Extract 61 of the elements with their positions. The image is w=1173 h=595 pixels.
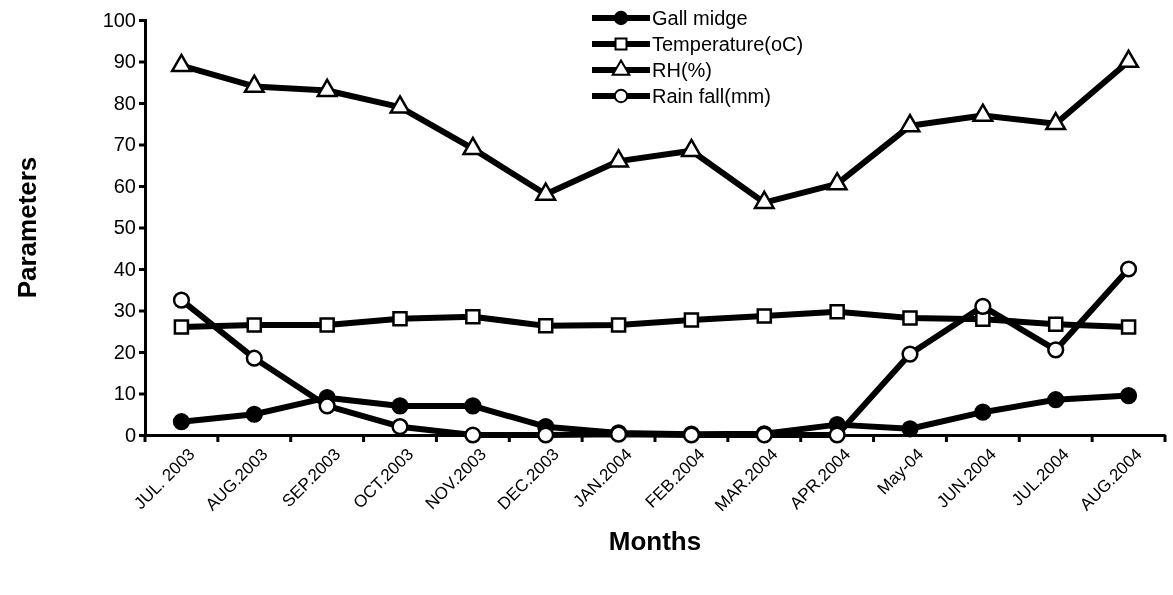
point <box>243 74 265 94</box>
point <box>464 397 482 415</box>
y-tick-label: 50 <box>113 216 136 239</box>
point <box>535 182 557 201</box>
y-tick-label: 0 <box>124 423 136 446</box>
point <box>464 426 482 444</box>
legend-label: RH(%) <box>652 59 712 81</box>
point <box>316 78 338 98</box>
point <box>901 345 919 363</box>
y-tick-label: 70 <box>113 133 136 156</box>
point <box>319 317 335 333</box>
legend-label: Rain fall(mm) <box>652 85 771 107</box>
point <box>680 138 702 158</box>
y-tick-label: 80 <box>113 91 136 114</box>
y-tick-label: 30 <box>113 299 136 322</box>
point <box>389 95 411 114</box>
point <box>899 113 921 133</box>
legend-label: Temperature(oC) <box>652 33 804 55</box>
point <box>462 136 484 156</box>
point <box>1119 386 1138 405</box>
point <box>537 318 554 334</box>
point <box>826 171 848 191</box>
point <box>465 308 481 325</box>
point <box>392 311 408 327</box>
point <box>245 349 263 367</box>
point <box>1120 319 1137 335</box>
point <box>902 310 918 326</box>
point <box>610 317 627 333</box>
point <box>1047 316 1064 332</box>
y-tick-label: 40 <box>113 257 136 280</box>
point <box>172 413 191 431</box>
point <box>1118 49 1140 69</box>
y-tick-label: 90 <box>113 50 136 73</box>
point <box>829 303 845 320</box>
point <box>1045 111 1067 131</box>
point <box>170 53 192 73</box>
point <box>172 291 191 309</box>
y-tick-label: 100 <box>102 8 136 31</box>
point <box>974 297 992 315</box>
point <box>391 397 409 415</box>
point <box>683 312 700 328</box>
point <box>901 420 919 438</box>
point <box>972 103 994 123</box>
point <box>1047 341 1065 359</box>
point <box>1047 391 1065 409</box>
point <box>756 308 773 324</box>
y-tick-label: 10 <box>113 382 136 405</box>
x-axis-title: Months <box>608 526 702 556</box>
point <box>245 405 263 423</box>
point <box>246 317 263 333</box>
y-tick-label: 20 <box>113 340 136 363</box>
y-axis-title: Parameters <box>12 156 42 299</box>
legend-label: Gall midge <box>652 7 748 29</box>
point <box>391 418 409 436</box>
point <box>173 319 190 335</box>
point <box>318 397 336 415</box>
point <box>753 190 775 210</box>
y-tick-label: 60 <box>113 174 136 197</box>
point <box>1119 260 1138 278</box>
point <box>608 149 630 168</box>
point <box>974 403 992 421</box>
